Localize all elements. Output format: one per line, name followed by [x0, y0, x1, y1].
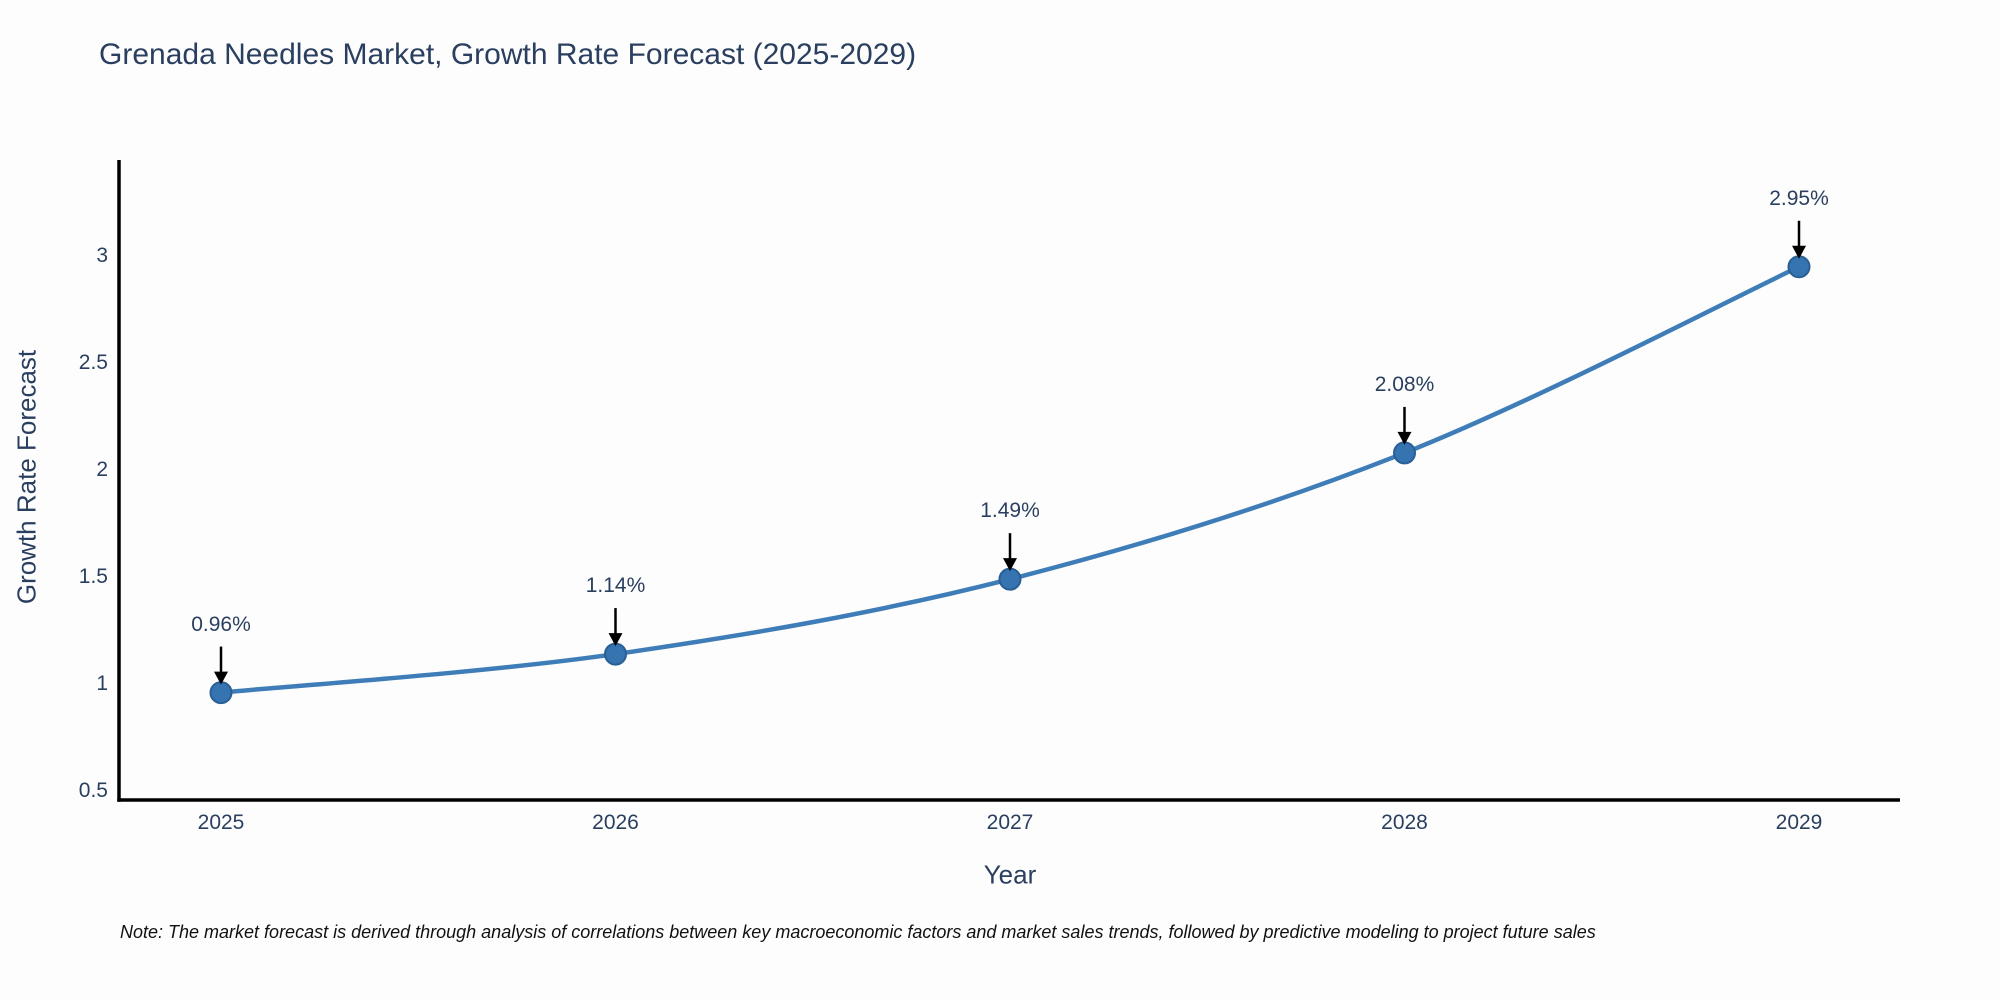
y-tick-label: 2.5	[78, 351, 108, 375]
x-tick-label: 2028	[1381, 811, 1428, 834]
annotation-arrow-head	[1792, 245, 1806, 259]
x-tick-label: 2027	[986, 811, 1034, 834]
y-tick-label: 0.5	[78, 779, 108, 802]
data-point-marker	[1787, 255, 1811, 279]
annotation-arrow-head	[608, 633, 623, 647]
y-tick-label: 2	[96, 458, 108, 482]
chart-title: Grenada Needles Market, Growth Rate Fore…	[99, 38, 917, 71]
point-annotation: 2.08%	[1374, 372, 1435, 396]
trend-line	[218, 264, 1802, 695]
y-tick-label: 1	[96, 672, 108, 696]
point-annotation: 2.95%	[1769, 186, 1829, 210]
annotation-arrow-head	[1003, 558, 1017, 572]
point-annotation: 1.14%	[585, 574, 646, 598]
data-point-marker	[604, 642, 627, 666]
footnote: Note: The market forecast is derived thr…	[120, 922, 1596, 942]
data-point-marker	[209, 681, 233, 705]
y-tick-label: 1.5	[78, 565, 108, 589]
x-axis-title: Year	[983, 859, 1037, 890]
x-tick-label: 2029	[1775, 811, 1823, 834]
annotation-arrow-head	[214, 671, 228, 685]
x-tick-label: 2026	[592, 811, 639, 834]
point-annotation: 0.96%	[191, 612, 251, 636]
y-tick-label: 3	[96, 244, 108, 268]
data-point-marker	[998, 567, 1022, 591]
data-point-marker	[1393, 441, 1416, 465]
annotation-arrow-head	[1397, 431, 1412, 445]
x-tick-label: 2025	[197, 811, 245, 834]
point-annotation: 1.49%	[980, 499, 1040, 523]
